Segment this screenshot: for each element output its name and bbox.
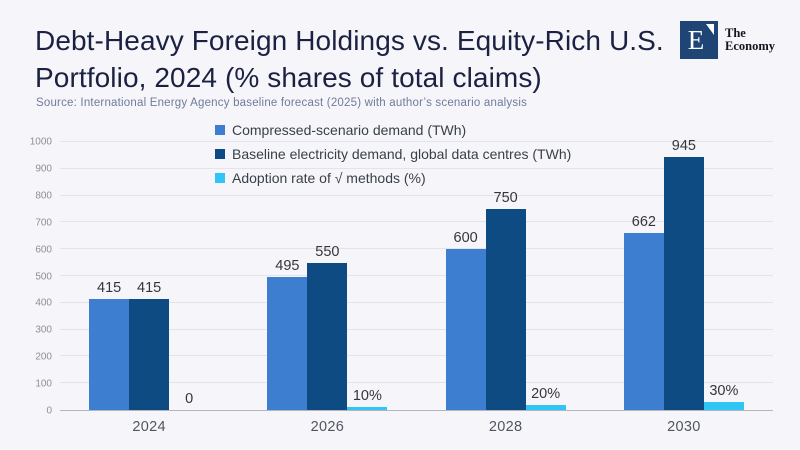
value-label: 662 xyxy=(631,213,656,230)
value-label: 550 xyxy=(315,243,340,260)
y-tick-label: 0 xyxy=(46,405,52,417)
y-tick-label: 600 xyxy=(35,244,52,256)
bar: 20% xyxy=(525,386,566,410)
bar-group-2028: 600 750 20% xyxy=(417,142,595,410)
legend-swatch-icon xyxy=(215,149,225,159)
y-axis: 0 100 200 300 400 500 600 700 800 900 1000 xyxy=(0,137,52,417)
bar: 10% xyxy=(347,388,388,410)
bar: 415 xyxy=(89,280,130,410)
legend-label: Adoption rate of √ methods (%) xyxy=(232,170,426,186)
legend-item: Compressed-scenario demand (TWh) xyxy=(215,122,571,138)
logo-wordmark-line1: The xyxy=(725,26,746,40)
bar-group-2024: 415 415 0 xyxy=(60,142,238,410)
y-tick-label: 1000 xyxy=(29,136,52,148)
y-tick-label: 800 xyxy=(35,190,52,202)
logo-letter: E xyxy=(687,24,705,55)
bar: 662 xyxy=(623,214,664,410)
y-tick-label: 900 xyxy=(35,163,52,175)
gridline xyxy=(60,275,773,276)
x-tick-label: 2024 xyxy=(132,419,166,435)
legend-swatch-icon xyxy=(215,173,225,183)
plot-area: 415 415 0 495 550 10% 600 750 20% 662 945 30% xyxy=(60,138,773,411)
gridline xyxy=(60,221,773,223)
bar: 495 xyxy=(267,258,308,410)
value-label: 750 xyxy=(493,190,518,206)
chart-title: Debt-Heavy Foreign Holdings vs. Equity-R… xyxy=(35,25,664,93)
bar: 550 xyxy=(307,244,348,410)
logo-wordmark: The Economy xyxy=(725,27,775,53)
bar: 945 xyxy=(663,138,704,410)
y-tick-label: 100 xyxy=(35,378,52,390)
bar: 600 xyxy=(445,230,486,410)
logo-wordmark-line2: Economy xyxy=(725,39,775,53)
x-tick-label: 2028 xyxy=(488,419,523,435)
bar-group-2030: 662 945 30% xyxy=(595,138,773,410)
value-label: 495 xyxy=(275,258,300,275)
gridline xyxy=(60,355,773,357)
bar-group-2026: 495 550 10% xyxy=(238,142,416,410)
gridline xyxy=(60,248,773,250)
gridline xyxy=(60,194,773,196)
legend-label: Compressed-scenario demand (TWh) xyxy=(232,122,467,138)
x-tick-label: 2030 xyxy=(667,419,701,435)
brand-logo: E The Economy xyxy=(680,21,775,59)
y-tick-label: 500 xyxy=(35,271,52,282)
x-tick-label: 2026 xyxy=(310,419,345,435)
y-tick-label: 300 xyxy=(35,324,52,336)
logo-quote-icon xyxy=(706,24,714,35)
gridline xyxy=(60,141,773,142)
gridline xyxy=(60,167,773,169)
gridline xyxy=(60,382,773,384)
gridline xyxy=(60,328,773,330)
legend-item: Adoption rate of √ methods (%) xyxy=(215,170,571,186)
legend-label: Baseline electricity demand, global data… xyxy=(232,146,572,162)
value-label: 945 xyxy=(671,137,696,154)
logo-mark: E xyxy=(680,21,718,59)
value-label: 0 xyxy=(185,391,194,407)
bar: 750 xyxy=(485,190,526,410)
bar-groups: 415 415 0 495 550 10% 600 750 20% 662 945 30% xyxy=(60,138,773,410)
y-tick-label: 400 xyxy=(35,297,52,309)
legend-item: Baseline electricity demand, global data… xyxy=(215,146,571,162)
source-note: Source: International Energy Agency base… xyxy=(36,97,528,109)
gridline xyxy=(60,301,773,303)
y-tick-label: 700 xyxy=(35,217,52,229)
value-label: 415 xyxy=(97,279,122,296)
legend-swatch-icon xyxy=(215,125,225,135)
value-label: 415 xyxy=(137,279,162,296)
value-label: 30% xyxy=(709,382,739,399)
value-label: 600 xyxy=(453,230,478,247)
legend: Compressed-scenario demand (TWh) Baseline… xyxy=(215,122,571,186)
bar: 30% xyxy=(703,383,744,410)
value-label: 20% xyxy=(531,385,561,402)
x-axis: 2024 2026 2028 2030 xyxy=(60,419,773,435)
y-tick-label: 200 xyxy=(35,351,52,363)
bar: 415 xyxy=(129,280,170,410)
value-label: 10% xyxy=(352,388,382,405)
